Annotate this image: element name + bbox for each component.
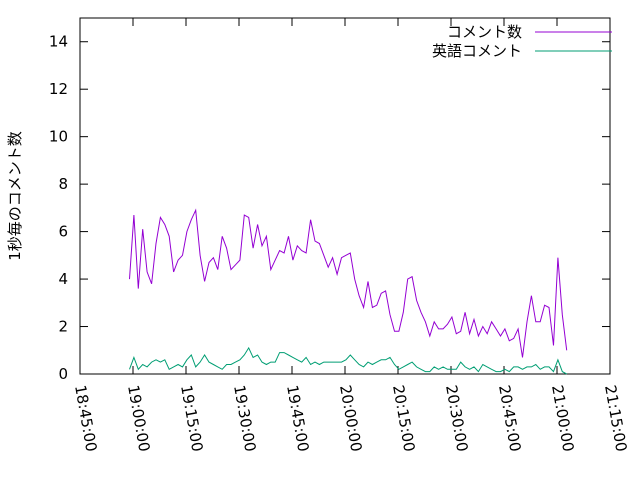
x-tick-label: 21:15:00 bbox=[601, 384, 630, 453]
legend-label: 英語コメント bbox=[432, 42, 522, 60]
y-tick-label: 0 bbox=[58, 365, 68, 383]
y-tick-label: 8 bbox=[58, 175, 68, 193]
legend-label: コメント数 bbox=[447, 23, 522, 41]
x-tick-label: 19:45:00 bbox=[283, 384, 312, 453]
y-tick-label: 4 bbox=[58, 270, 68, 288]
series-line bbox=[129, 208, 568, 358]
x-tick-label: 18:45:00 bbox=[71, 384, 100, 453]
x-tick-label: 20:30:00 bbox=[442, 384, 471, 453]
series-line bbox=[129, 346, 567, 375]
y-tick-label: 10 bbox=[49, 128, 68, 146]
y-tick-label: 14 bbox=[49, 33, 68, 51]
plot-frame bbox=[79, 17, 611, 375]
x-tick-label: 19:00:00 bbox=[124, 384, 153, 453]
x-tick-label: 20:15:00 bbox=[389, 384, 418, 453]
y-axis-label: 1秒毎のコメント数 bbox=[6, 131, 24, 261]
y-tick-label: 12 bbox=[49, 80, 68, 98]
x-tick-label: 20:45:00 bbox=[495, 384, 524, 453]
x-tick-label: 19:30:00 bbox=[230, 384, 259, 453]
x-tick-label: 21:00:00 bbox=[548, 384, 577, 453]
x-tick-label: 20:00:00 bbox=[336, 384, 365, 453]
x-tick-label: 19:15:00 bbox=[177, 384, 206, 453]
y-tick-label: 6 bbox=[58, 223, 68, 241]
y-tick-label: 2 bbox=[58, 318, 68, 336]
